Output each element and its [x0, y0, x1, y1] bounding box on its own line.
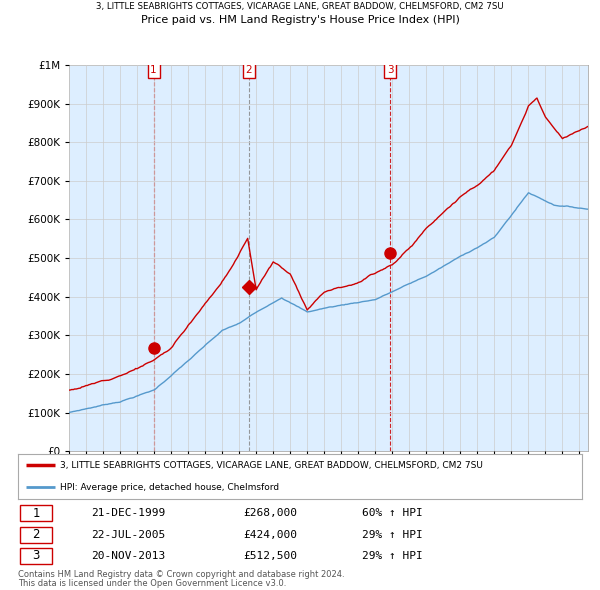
Text: 29% ↑ HPI: 29% ↑ HPI [362, 551, 423, 560]
FancyBboxPatch shape [20, 505, 52, 522]
Text: 60% ↑ HPI: 60% ↑ HPI [362, 509, 423, 518]
Text: 3, LITTLE SEABRIGHTS COTTAGES, VICARAGE LANE, GREAT BADDOW, CHELMSFORD, CM2 7SU: 3, LITTLE SEABRIGHTS COTTAGES, VICARAGE … [60, 461, 483, 470]
Text: £512,500: £512,500 [244, 551, 298, 560]
Text: This data is licensed under the Open Government Licence v3.0.: This data is licensed under the Open Gov… [18, 579, 286, 588]
Text: £424,000: £424,000 [244, 530, 298, 539]
Text: 1: 1 [150, 65, 157, 75]
Text: 2: 2 [32, 528, 40, 541]
Text: £268,000: £268,000 [244, 509, 298, 518]
Text: HPI: Average price, detached house, Chelmsford: HPI: Average price, detached house, Chel… [60, 483, 280, 492]
Text: 22-JUL-2005: 22-JUL-2005 [91, 530, 166, 539]
Text: 3: 3 [32, 549, 40, 562]
Text: 29% ↑ HPI: 29% ↑ HPI [362, 530, 423, 539]
Text: 2: 2 [245, 65, 252, 75]
Text: Contains HM Land Registry data © Crown copyright and database right 2024.: Contains HM Land Registry data © Crown c… [18, 570, 344, 579]
Text: 3, LITTLE SEABRIGHTS COTTAGES, VICARAGE LANE, GREAT BADDOW, CHELMSFORD, CM2 7SU: 3, LITTLE SEABRIGHTS COTTAGES, VICARAGE … [96, 2, 504, 11]
FancyBboxPatch shape [20, 548, 52, 564]
Text: 1: 1 [32, 507, 40, 520]
Text: 21-DEC-1999: 21-DEC-1999 [91, 509, 166, 518]
FancyBboxPatch shape [20, 526, 52, 543]
Text: Price paid vs. HM Land Registry's House Price Index (HPI): Price paid vs. HM Land Registry's House … [140, 15, 460, 25]
Text: 20-NOV-2013: 20-NOV-2013 [91, 551, 166, 560]
Text: 3: 3 [387, 65, 394, 75]
